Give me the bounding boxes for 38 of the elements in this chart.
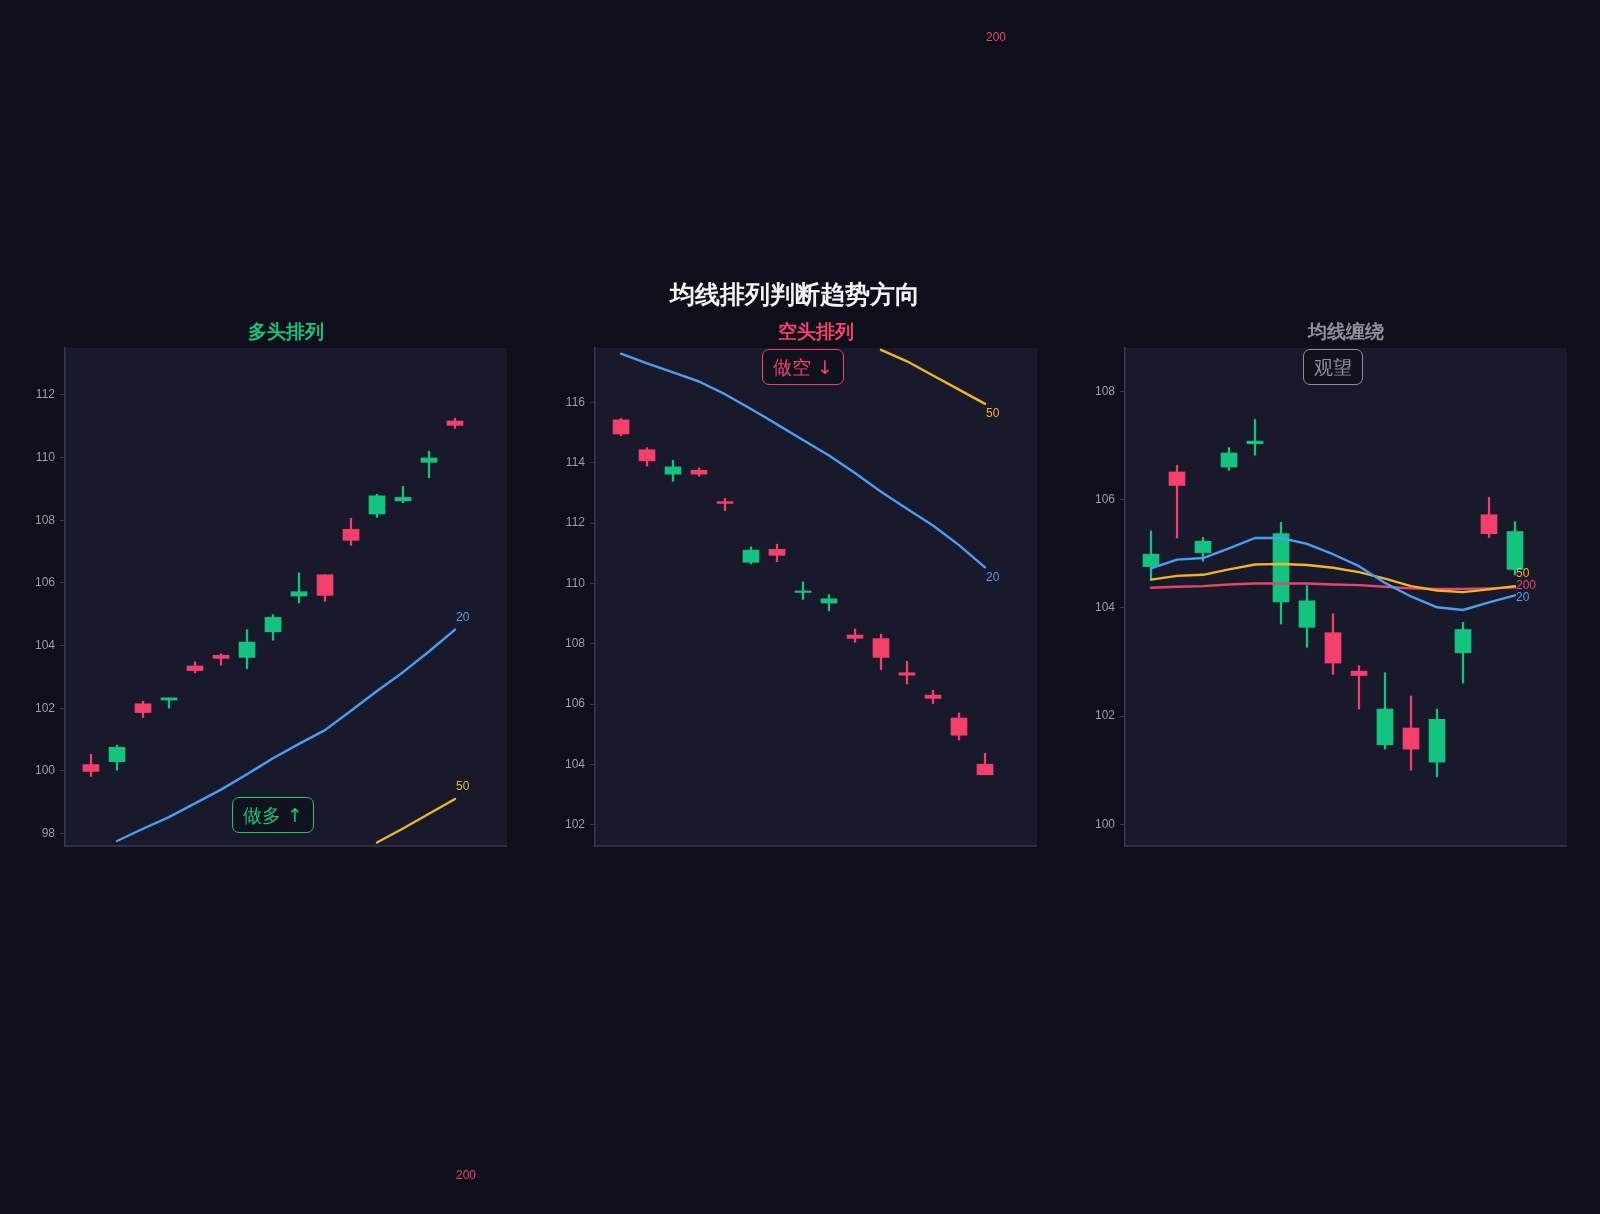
y-tick-label: 108 [1094,383,1116,398]
y-tick-label: 114 [565,455,586,469]
y-tick-label: 108 [34,512,56,527]
y-tick-label: 100 [34,763,56,778]
chart-title: 均线排列判断趋势方向 [668,279,921,311]
y-tick-label: 102 [1094,708,1116,723]
text: 200 [456,1168,477,1182]
y-tick-label: 104 [1094,600,1116,615]
y-tick-label: 106 [1094,491,1116,506]
y-tick-label: 100 [1094,816,1116,831]
y-tick-label: 112 [565,515,586,530]
series-label: 50 [986,406,1000,421]
y-tick-label: 102 [34,700,56,715]
y-tick-label: 110 [565,575,586,590]
series-label: 20 [986,569,1000,584]
chart-subtitle: 多头排列 [247,319,325,344]
chart-subtitle: 均线缠绕 [1306,319,1385,344]
y-tick-label: 104 [564,756,586,771]
y-tick-label: 112 [35,387,56,402]
y-tick-label: 106 [564,696,586,711]
y-tick-label: 108 [564,636,586,651]
series-label: 20 [1516,590,1530,605]
series-label: 50 [456,779,470,794]
y-tick-label: 106 [34,575,56,590]
chart-subtitle: 空头排列 [777,319,855,344]
candlestick [716,497,734,512]
y-tick-label: 98 [41,825,56,840]
y-tick-label: 116 [565,394,586,409]
annotation: 观望 [1314,355,1352,380]
y-tick-label: 104 [34,637,56,652]
text: 200 [986,30,1007,44]
series-label: 50 [1516,566,1530,581]
series-label: 20 [456,609,470,624]
series-label: 200 [1516,578,1537,593]
y-tick-label: 110 [35,449,56,464]
annotation: 做多 ↑ [243,803,303,828]
annotation: 做空 ↓ [773,355,833,380]
y-tick-label: 102 [564,817,586,832]
